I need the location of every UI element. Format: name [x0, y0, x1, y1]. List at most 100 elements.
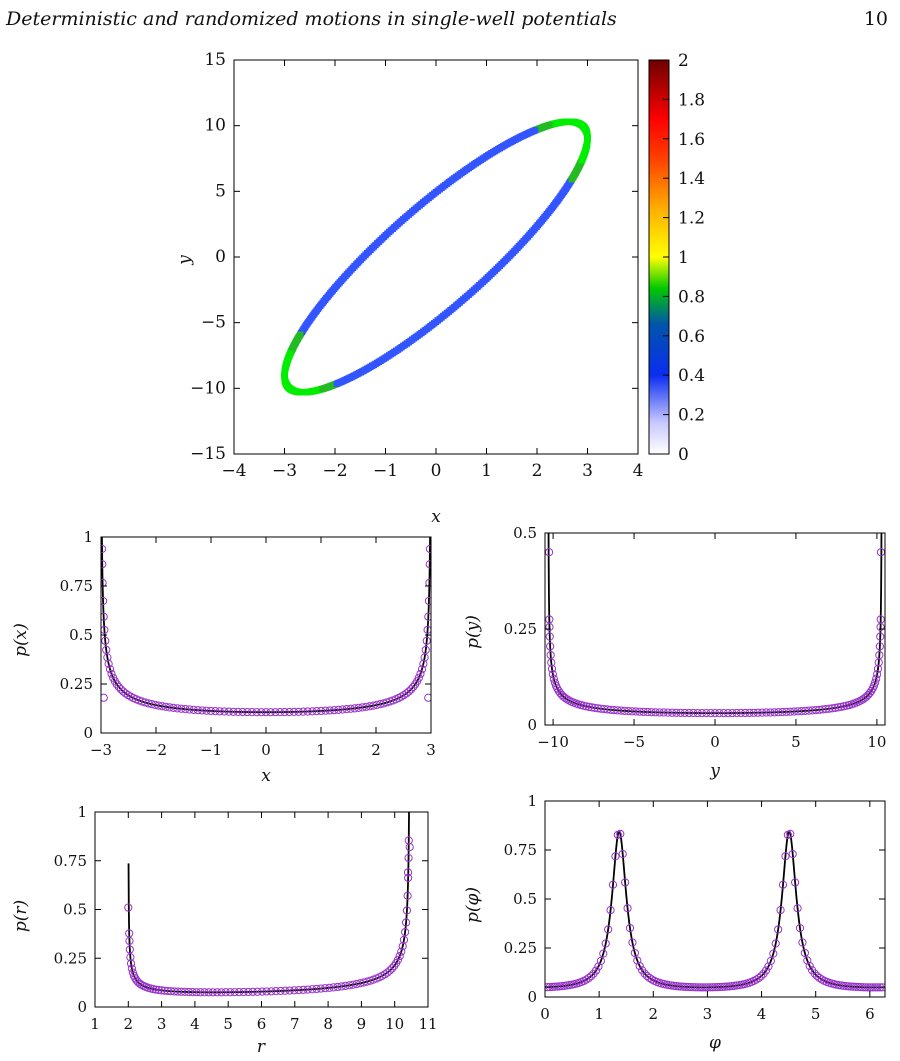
- y-tick-label: 0.75: [504, 841, 537, 859]
- data-point: [261, 708, 271, 717]
- y-tick-label: 15: [204, 50, 226, 70]
- data-point: [401, 927, 410, 937]
- data-point: [253, 987, 262, 996]
- data-point: [281, 986, 290, 995]
- data-point: [684, 708, 694, 718]
- data-point: [876, 983, 885, 992]
- data-point: [623, 904, 632, 913]
- data-point: [425, 544, 431, 554]
- y-tick-label: 0: [83, 724, 93, 742]
- x-tick-label: 0: [540, 1005, 550, 1023]
- data-point: [317, 706, 326, 716]
- data-point: [424, 596, 431, 606]
- data-point: [545, 632, 554, 641]
- x-tick-label: 3: [582, 461, 593, 481]
- x-tick-label: −3: [272, 461, 297, 481]
- x-tick-label: 2: [532, 461, 543, 481]
- x-tick-label: 4: [757, 1005, 767, 1023]
- data-point: [404, 687, 413, 696]
- data-point: [594, 962, 603, 971]
- y-tick-label: 0.75: [60, 577, 93, 595]
- data-point: [873, 664, 883, 674]
- y-tick-label: 0: [215, 247, 226, 267]
- x-tick-label: 3: [426, 741, 436, 759]
- data-point: [596, 704, 606, 713]
- y-tick-label: 0.25: [60, 675, 93, 693]
- running-title: Deterministic and randomized motions in …: [6, 8, 617, 30]
- x-tick-label: −3: [90, 741, 112, 759]
- x-tick-label: −2: [145, 741, 167, 759]
- data-point: [791, 878, 800, 887]
- data-point: [599, 705, 609, 714]
- y-tick-label: 0: [527, 988, 537, 1006]
- data-point: [582, 702, 591, 711]
- x-tick-label: 0: [431, 461, 442, 481]
- data-point: [338, 705, 347, 714]
- data-point: [238, 707, 247, 717]
- data-point: [778, 880, 788, 889]
- data-point: [226, 988, 235, 997]
- data-point: [192, 988, 201, 997]
- data-point: [402, 906, 412, 915]
- data-point: [160, 986, 169, 995]
- data-point: [403, 891, 412, 900]
- data-point: [873, 670, 882, 679]
- colorbar-tick-label: 1.2: [678, 209, 705, 229]
- y-tick-label: −10: [190, 378, 226, 398]
- y-tick-label: −5: [201, 313, 226, 333]
- data-point: [815, 973, 824, 983]
- data-point: [125, 936, 134, 946]
- data-point: [188, 988, 197, 997]
- data-point: [257, 708, 266, 717]
- x-tick-label: 7: [290, 1015, 300, 1033]
- py-panel: −10 −5 0 5 10 0 0.25 0.5 y p(y): [463, 524, 886, 781]
- data-point: [271, 708, 280, 717]
- data-point: [289, 707, 299, 717]
- x-tick-label: 10: [867, 733, 886, 751]
- data-point: [668, 708, 677, 717]
- x-tick-label: 4: [633, 461, 644, 481]
- data-point: [334, 705, 343, 714]
- data-point: [399, 935, 409, 944]
- data-point: [198, 706, 207, 715]
- data-point: [101, 578, 107, 588]
- data-point: [321, 706, 330, 715]
- x-tick-label: −4: [221, 461, 246, 481]
- data-point: [215, 707, 224, 716]
- y-tick-label: 0.75: [54, 852, 87, 870]
- data-point: [312, 707, 321, 716]
- data-point: [419, 659, 428, 668]
- data-point: [101, 560, 107, 569]
- data-point: [312, 984, 321, 994]
- data-point: [181, 705, 190, 714]
- x-tick-label: 8: [323, 1015, 333, 1033]
- data-point: [404, 873, 413, 882]
- heatmap-x-label: x: [431, 507, 441, 527]
- x-tick-label: 1: [316, 741, 326, 759]
- data-point: [342, 705, 351, 714]
- data-point: [125, 945, 134, 954]
- data-point: [271, 987, 281, 996]
- data-point: [825, 704, 834, 713]
- data-point: [316, 984, 325, 993]
- data-point: [723, 709, 733, 718]
- y-tick-label: 0.25: [504, 620, 537, 638]
- data-point: [333, 982, 342, 992]
- x-tick-label: 1: [594, 1005, 604, 1023]
- data-point: [325, 706, 334, 715]
- data-point: [124, 903, 133, 912]
- data-point: [680, 708, 689, 718]
- data-point: [185, 705, 194, 714]
- page-number: 10: [863, 8, 888, 30]
- data-point: [616, 829, 625, 838]
- y-tick-label: 0.5: [513, 524, 537, 542]
- data-point: [818, 705, 827, 714]
- colorbar-tick-label: 1: [678, 248, 689, 268]
- data-point: [425, 560, 431, 569]
- data-point: [545, 622, 554, 632]
- heatmap-y-label: y: [175, 255, 195, 266]
- y-tick-label: 1: [83, 528, 93, 546]
- data-point: [169, 703, 178, 712]
- data-point: [553, 684, 562, 693]
- data-point: [645, 973, 654, 983]
